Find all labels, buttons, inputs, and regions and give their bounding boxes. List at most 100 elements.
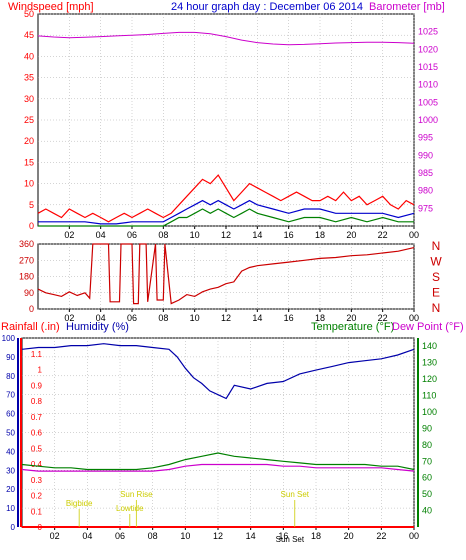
barometer-tick-label: 985 — [418, 168, 433, 178]
direction-tick-label: 0 — [29, 304, 34, 314]
x-tick-label: 12 — [221, 230, 231, 240]
humidity-line — [21, 343, 415, 400]
barometer-tick-label: 1005 — [418, 97, 438, 107]
temperature-tick-label: 90 — [422, 423, 432, 433]
temperature-tick-label: 120 — [422, 374, 437, 384]
humidity-tick-label: 80 — [6, 372, 15, 381]
barometer-tick-label: 1000 — [418, 115, 438, 125]
wind-tick-label: 40 — [24, 51, 34, 61]
x-tick-label: 04 — [96, 230, 106, 240]
rainfall-tick-label: 0.1 — [31, 507, 43, 516]
x-tick-label: 16 — [278, 531, 288, 541]
barometer-tick-label: 1020 — [418, 44, 438, 54]
x-tick-label: 14 — [246, 531, 256, 541]
humidity-tick-label: 30 — [6, 466, 15, 475]
barometer-tick-label: 1010 — [418, 80, 438, 90]
rainfall-tick-label: 0.9 — [31, 381, 43, 390]
x-tick-label: 06 — [127, 230, 137, 240]
temperature-tick-label: 140 — [422, 341, 437, 351]
wind-tick-label: 25 — [24, 115, 34, 125]
humidity-tick-label: 70 — [6, 391, 15, 400]
temperature-tick-label: 60 — [422, 473, 432, 483]
x-tick-label: 08 — [158, 230, 168, 240]
rainfall-tick-label: 0.3 — [31, 476, 43, 485]
temperature-tick-label: 100 — [422, 407, 437, 417]
wind-tick-label: 50 — [24, 9, 34, 19]
x-tick-label: 02 — [64, 230, 74, 240]
direction-tick-label: 270 — [19, 255, 34, 265]
humidity-temperature-panel: 02 04 06 08 10 12 14 16 18 20 22 000102030405060708… — [2, 334, 437, 544]
barometer-tick-label: 980 — [418, 186, 433, 196]
event-label: Sun Set — [276, 535, 305, 544]
rainfall-tick-label: 0.2 — [31, 492, 43, 501]
humidity-tick-label: 10 — [6, 504, 15, 513]
wind-tick-label: 45 — [24, 30, 34, 40]
x-tick-label: 22 — [378, 313, 388, 323]
barometer-tick-label: 975 — [418, 203, 433, 213]
wind-barometer-panel: 02 04 06 08 10 12 14 16 18 20 22 000510152025303540… — [24, 9, 438, 240]
event-label: Lowtide — [116, 504, 144, 513]
temperature-tick-label: 50 — [422, 489, 432, 499]
wind-tick-label: 10 — [24, 179, 34, 189]
compass-letter: W — [430, 255, 442, 269]
wind-tick-label: 20 — [24, 136, 34, 146]
x-tick-label: 16 — [284, 313, 294, 323]
event-label: Sun Rise — [120, 490, 153, 499]
barometer-tick-label: 1025 — [418, 27, 438, 37]
direction-tick-label: 360 — [19, 239, 34, 249]
x-tick-label: 08 — [158, 313, 168, 323]
wind-tick-label: 5 — [29, 200, 34, 210]
x-tick-label: 14 — [252, 313, 262, 323]
wind-tick-label: 35 — [24, 73, 34, 83]
humidity-tick-label: 0 — [11, 523, 16, 532]
humidity-tick-label: 50 — [6, 429, 15, 438]
humidity-tick-label: 60 — [6, 410, 15, 419]
humidity-tick-label: 90 — [6, 353, 15, 362]
wind-average-line — [38, 199, 415, 225]
x-tick-label: 16 — [284, 230, 294, 240]
x-tick-label: 02 — [50, 531, 60, 541]
compass-letter: N — [432, 239, 441, 253]
x-tick-label: 10 — [180, 531, 190, 541]
x-tick-label: 12 — [213, 531, 223, 541]
x-tick-label: 04 — [96, 313, 106, 323]
humidity-axis-label: Humidity (%) — [66, 321, 129, 333]
rainfall-axis-label: Rainfall (.in) — [1, 321, 60, 333]
x-tick-label: 12 — [221, 313, 231, 323]
wind-tick-label: 15 — [24, 157, 34, 167]
wind-tick-label: 30 — [24, 94, 34, 104]
wind-lull-line — [38, 208, 414, 227]
rainfall-tick-label: 0.5 — [31, 444, 43, 453]
event-label: Sun Set — [281, 490, 310, 499]
humidity-tick-label: 20 — [6, 485, 15, 494]
rainfall-tick-label: 1.1 — [31, 350, 43, 359]
x-tick-label: 04 — [82, 531, 92, 541]
temperature-axis-label: Temperature (°F) — [311, 321, 394, 333]
x-tick-label: 22 — [378, 230, 388, 240]
wind-direction-line — [37, 243, 415, 305]
rainfall-tick-label: 0.8 — [31, 397, 43, 406]
event-label: Bigbide — [66, 499, 93, 508]
temperature-tick-label: 70 — [422, 456, 432, 466]
x-tick-label: 02 — [64, 313, 74, 323]
x-tick-label: 18 — [315, 313, 325, 323]
x-tick-label: 22 — [376, 531, 386, 541]
temperature-line — [21, 452, 415, 471]
rainfall-tick-label: 1 — [38, 366, 43, 375]
x-tick-label: 06 — [115, 531, 125, 541]
compass-letter: E — [432, 286, 440, 300]
x-tick-label: 20 — [346, 230, 356, 240]
x-tick-label: 10 — [190, 313, 200, 323]
temperature-tick-label: 40 — [422, 506, 432, 516]
dewpoint-axis-label: Dew Point (°F) — [392, 321, 464, 333]
compass-letter: S — [432, 270, 440, 284]
chart-title: 24 hour graph day : December 06 2014 — [171, 1, 363, 13]
windspeed-line — [37, 174, 415, 223]
x-tick-label: 06 — [127, 313, 137, 323]
compass-letter: N — [432, 301, 441, 315]
temperature-tick-label: 130 — [422, 358, 437, 368]
direction-tick-label: 90 — [24, 288, 34, 298]
x-tick-label: 10 — [190, 230, 200, 240]
